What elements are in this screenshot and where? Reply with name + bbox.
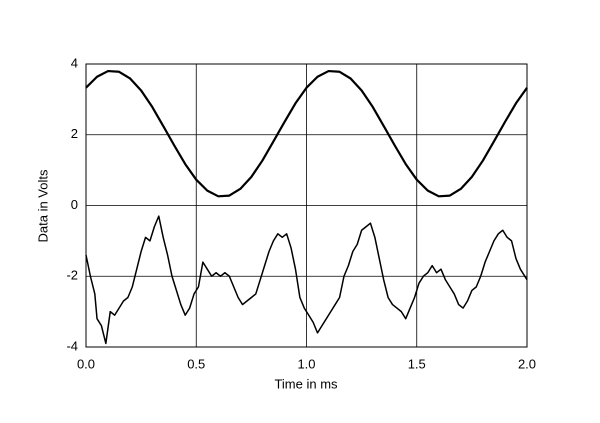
y-tick-label: -4	[66, 338, 78, 353]
x-tick-label: 0.0	[77, 356, 95, 371]
y-tick-label: -2	[66, 268, 78, 283]
plot-frame	[85, 63, 528, 348]
x-tick-label: 0.5	[187, 356, 205, 371]
y-axis-label: Data in Volts	[35, 169, 50, 242]
y-tick-label: 0	[71, 197, 78, 212]
line-series	[85, 215, 528, 345]
x-tick-label: 1.5	[408, 356, 426, 371]
y-tick-label: 4	[71, 55, 78, 70]
x-tick-label: 1.0	[297, 356, 315, 371]
line-series	[85, 69, 528, 198]
x-tick-label: 2.0	[518, 356, 536, 371]
x-axis-label: Time in ms	[274, 376, 338, 391]
y-tick-label: 2	[71, 126, 78, 141]
